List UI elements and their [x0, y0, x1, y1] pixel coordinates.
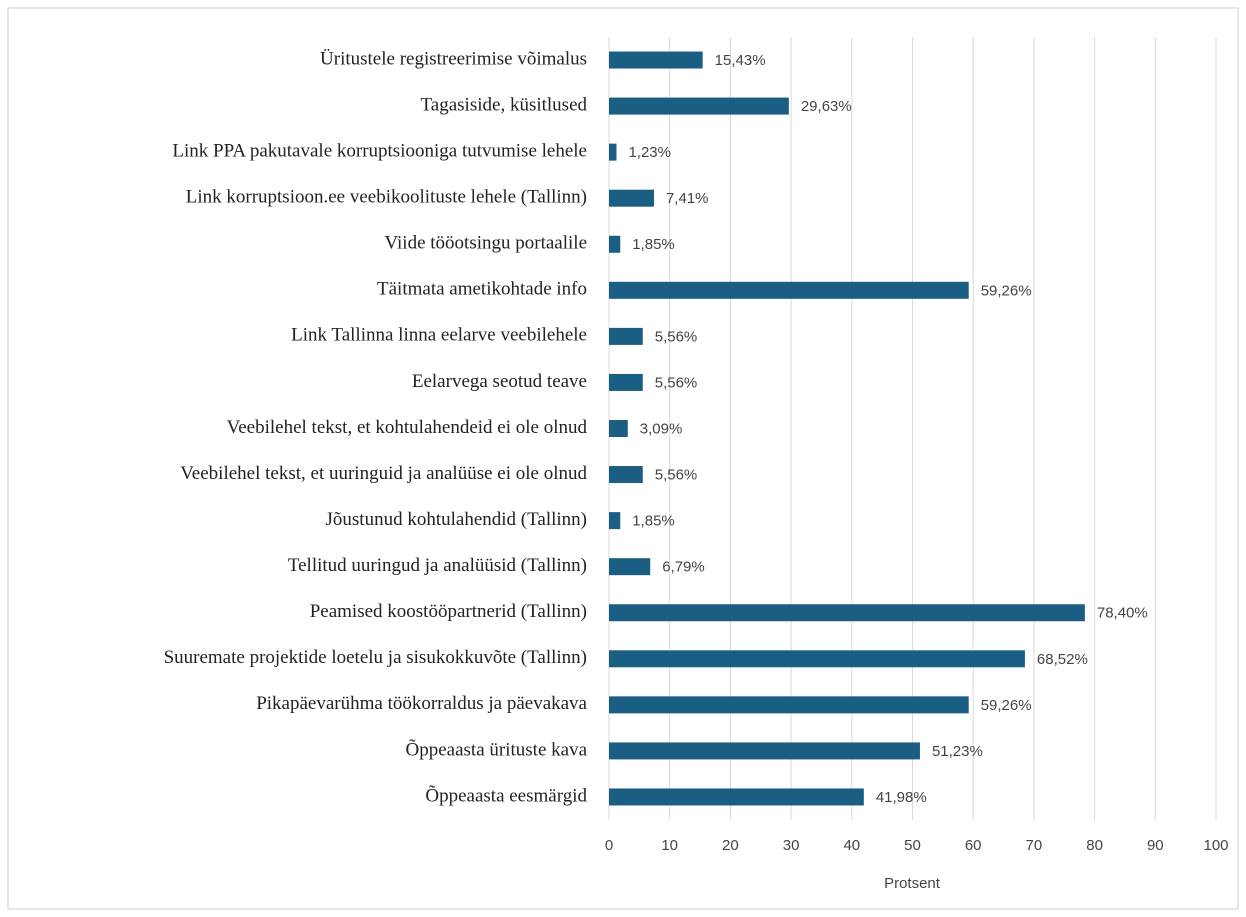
- y-tick-label: Õppeaasta ürituste kava: [406, 738, 588, 760]
- bar: [609, 696, 969, 714]
- data-label: 5,56%: [655, 328, 698, 345]
- y-tick-label: Jõustunud kohtulahendid (Tallinn): [326, 509, 587, 530]
- data-label: 41,98%: [876, 789, 927, 806]
- bar: [609, 327, 643, 345]
- y-tick-label: Link Tallinna linna eelarve veebilehele: [291, 325, 587, 346]
- y-tick-label: Täitmata ametikohtade info: [377, 279, 587, 300]
- x-tick-label: 40: [843, 837, 860, 854]
- data-label: 68,52%: [1037, 651, 1088, 668]
- bar: [609, 235, 621, 253]
- y-tick-label: Veebilehel tekst, et kohtulahendeid ei o…: [227, 417, 588, 438]
- bar: [609, 420, 628, 437]
- bar: [609, 604, 1085, 622]
- x-tick-label: 10: [661, 837, 678, 854]
- data-label: 15,43%: [715, 52, 766, 69]
- bar: [609, 512, 621, 530]
- y-tick-label: Tellitud uuringud ja analüüsid (Tallinn): [288, 555, 587, 576]
- bar: [609, 143, 617, 161]
- y-tick-label: Suuremate projektide loetelu ja sisukokk…: [164, 647, 587, 668]
- bar: [609, 788, 864, 806]
- data-label: 29,63%: [801, 98, 852, 115]
- x-tick-label: 100: [1203, 837, 1228, 854]
- x-tick-label: 20: [722, 837, 739, 854]
- data-label: 1,85%: [632, 513, 675, 530]
- x-tick-label: 70: [1026, 837, 1043, 854]
- x-axis-title: Protsent: [884, 875, 941, 892]
- data-label: 59,26%: [981, 697, 1032, 714]
- x-tick-label: 80: [1086, 837, 1103, 854]
- bar: [609, 373, 643, 391]
- x-tick-label: 30: [783, 837, 800, 854]
- bar: [609, 558, 651, 576]
- data-label: 5,56%: [655, 467, 698, 484]
- y-tick-label: Veebilehel tekst, et uuringuid ja analüü…: [180, 463, 587, 484]
- bar: [609, 51, 703, 69]
- data-label: 5,56%: [655, 374, 698, 391]
- bar: [609, 281, 969, 299]
- y-tick-label: Eelarvega seotud teave: [412, 371, 587, 392]
- data-label: 1,23%: [628, 144, 671, 161]
- y-tick-label: Link PPA pakutavale korruptsiooniga tutv…: [172, 141, 587, 162]
- y-tick-label: Peamised koostööpartnerid (Tallinn): [310, 601, 587, 622]
- data-label: 78,40%: [1097, 605, 1148, 622]
- bar: [609, 189, 654, 207]
- bar: [609, 742, 920, 760]
- data-label: 1,85%: [632, 236, 675, 253]
- bar: [609, 97, 789, 115]
- y-tick-label: Link korruptsioon.ee veebikoolituste leh…: [186, 187, 587, 208]
- data-label: 59,26%: [981, 282, 1032, 299]
- y-tick-label: Pikapäevarühma töökorraldus ja päevakava: [256, 693, 587, 714]
- bar: [609, 650, 1025, 668]
- data-label: 51,23%: [932, 743, 983, 760]
- x-tick-label: 90: [1147, 837, 1164, 854]
- data-label: 6,79%: [662, 559, 705, 576]
- y-tick-label: Tagasiside, küsitlused: [421, 94, 588, 115]
- y-tick-label: Üritustele registreerimise võimalus: [320, 48, 587, 69]
- bar: [609, 466, 643, 484]
- y-tick-label: Õppeaasta eesmärgid: [425, 784, 587, 806]
- data-label: 7,41%: [666, 190, 709, 207]
- x-tick-label: 0: [605, 837, 613, 854]
- data-label: 3,09%: [640, 420, 683, 437]
- y-tick-label: Viide tööotsingu portaalile: [384, 233, 587, 254]
- x-tick-label: 60: [965, 837, 982, 854]
- x-tick-label: 50: [904, 837, 921, 854]
